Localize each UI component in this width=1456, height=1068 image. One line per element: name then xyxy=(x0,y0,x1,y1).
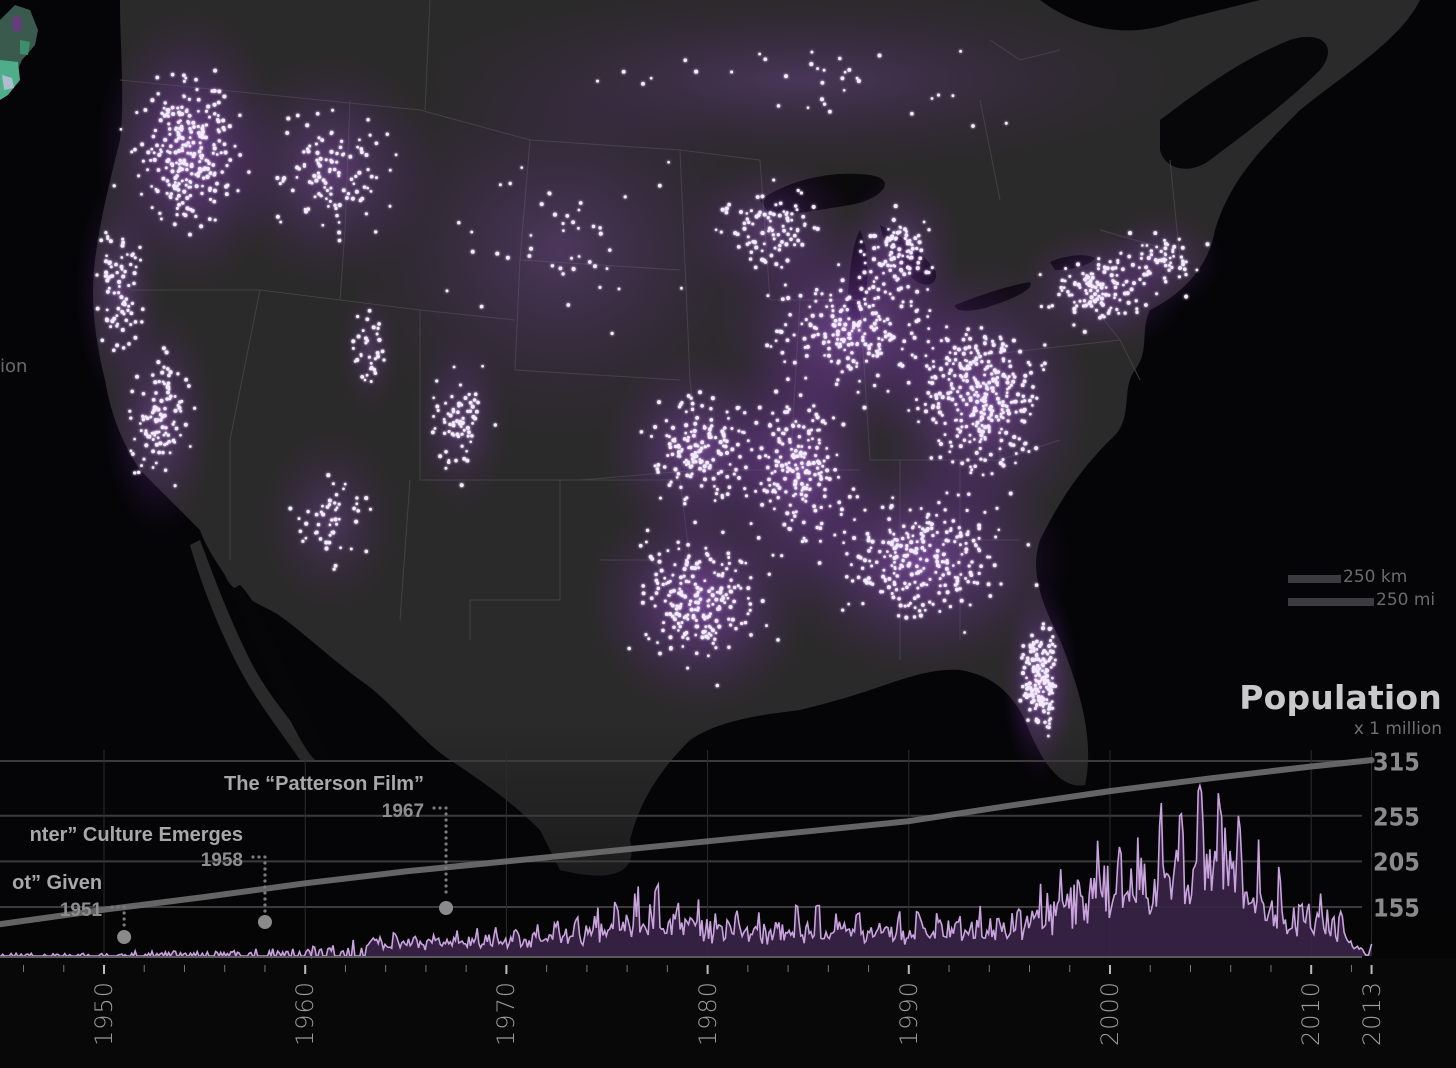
population-tick-155: 155 xyxy=(1373,893,1420,923)
land-baja xyxy=(190,540,320,760)
x-axis-label-1970: 1970 xyxy=(492,980,521,1046)
population-tick-205: 205 xyxy=(1373,847,1420,877)
sighting-density-glow xyxy=(76,0,1223,780)
x-axis-label-2010: 2010 xyxy=(1297,980,1326,1046)
sighting-dots[interactable] xyxy=(95,49,1210,738)
gulf-of-california xyxy=(230,585,330,760)
x-axis-label-1990: 1990 xyxy=(894,980,923,1046)
event-year-1958: 1958 xyxy=(200,850,243,871)
x-axis-label-1950: 1950 xyxy=(90,980,118,1046)
population-title: Population xyxy=(1239,678,1442,717)
axis-backdrop xyxy=(0,958,1456,1068)
legend-inset-map xyxy=(0,5,38,100)
x-axis-label-2013: 2013 xyxy=(1357,980,1386,1046)
scale-label-mi: 250 mi xyxy=(1376,590,1436,610)
northern-water xyxy=(1160,36,1329,169)
population-tick-255: 255 xyxy=(1373,802,1420,832)
event-title-1967: The “Patterson Film” xyxy=(224,773,425,795)
scale-bar-mi xyxy=(1288,598,1374,606)
event-year-1951: 1951 xyxy=(59,900,103,921)
scale-bar-km xyxy=(1288,575,1341,583)
scale-label-km: 250 km xyxy=(1343,567,1408,587)
x-axis-label-1960: 1960 xyxy=(291,980,320,1046)
event-year-1967: 1967 xyxy=(381,801,425,822)
x-axis-label-2000: 2000 xyxy=(1096,980,1124,1046)
population-unit: x 1 million xyxy=(1353,719,1442,739)
population-tick-315: 315 xyxy=(1373,747,1420,777)
legend-fragment-label: ion xyxy=(0,356,27,377)
event-title-1951: ot” Given xyxy=(12,872,103,894)
x-axis-label-1980: 1980 xyxy=(693,980,722,1046)
event-title-1958: nter” Culture Emerges xyxy=(29,824,243,846)
